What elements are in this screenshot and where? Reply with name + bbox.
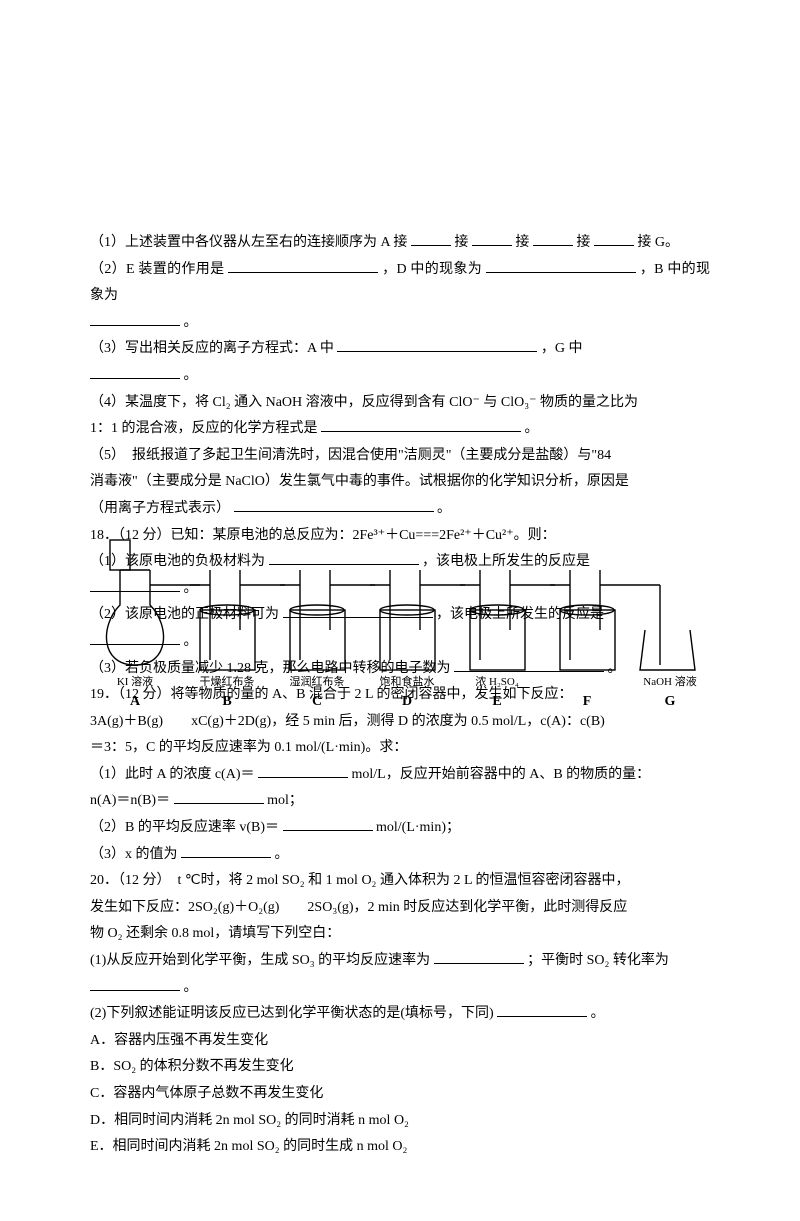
q5-line2: 消毒液"（主要成分是 NaClO）发生氯气中毒的事件。试根据你的化学知识分析，原… xyxy=(90,469,710,496)
q3-prefix: （3）写出相关反应的离子方程式：A 中 xyxy=(90,341,334,356)
p19-s2: （2）B 的平均反应速率 v(B)＝ mol/(L·min)； xyxy=(90,815,710,842)
blank xyxy=(90,311,180,326)
p20-E: E．相同时间内消耗 2n mol SO₂ 的同时生成 n mol O₂ xyxy=(90,1134,710,1161)
blank xyxy=(434,949,524,964)
q3-line1: （3）写出相关反应的离子方程式：A 中 ，G 中 xyxy=(90,336,710,363)
q3-end: 。 xyxy=(184,368,198,383)
q2-prefix: （2）E 装置的作用是 xyxy=(90,262,224,277)
p20-D: D．相同时间内消耗 2n mol SO₂ 的同时消耗 n mol O₂ xyxy=(90,1108,710,1135)
blank xyxy=(283,816,373,831)
p20-A: A．容器内压强不再发生变化 xyxy=(90,1028,710,1055)
p18-s1end: 。 xyxy=(184,581,198,596)
blank xyxy=(234,497,434,512)
q3-line2: 。 xyxy=(90,363,710,390)
p20-l2: 发生如下反应：2SO₂(g)＋O₂(g) 2SO₃(g)，2 min 时反应达到… xyxy=(90,895,710,922)
p20-s2: (2)下列叙述能证明该反应已达到化学平衡状态的是(填标号，下同) 。 xyxy=(90,1001,710,1028)
blank xyxy=(533,231,573,246)
p18-s2b: ，该电极上所发生的反应是 xyxy=(436,607,604,622)
blank xyxy=(90,630,180,645)
p18-head: 18．（12 分）已知：某原电池的总反应为：2Fe³⁺＋Cu===2Fe²⁺＋C… xyxy=(90,523,710,550)
p20-s1a: (1)从反应开始到化学平衡，生成 SO₃ 的平均反应速率为 xyxy=(90,953,430,968)
p19-s3: （3）x 的值为 。 xyxy=(90,842,710,869)
p20-l1: 20．（12 分） t ℃时，将 2 mol SO₂ 和 1 mol O₂ 通入… xyxy=(90,868,710,895)
q4-line1: （4）某温度下，将 Cl₂ 通入 NaOH 溶液中，反应得到含有 ClO⁻ 与 … xyxy=(90,390,710,417)
blank xyxy=(228,258,378,273)
q5-line1: （5） 报纸报道了多起卫生间清洗时，因混合使用"洁厕灵"（主要成分是盐酸）与"8… xyxy=(90,443,710,470)
blank xyxy=(337,337,537,352)
blank xyxy=(90,364,180,379)
p20-s2a: (2)下列叙述能证明该反应已达到化学平衡状态的是(填标号，下同) xyxy=(90,1006,494,1021)
p20-C: C．容器内气体原子总数不再发生变化 xyxy=(90,1081,710,1108)
q5-end: 。 xyxy=(437,501,451,516)
blank xyxy=(321,417,521,432)
q4-l2a: 1：1 的混合液，反应的化学方程式是 xyxy=(90,421,318,436)
blank xyxy=(454,657,604,672)
blank xyxy=(497,1002,587,1017)
q1-j3: 接 xyxy=(576,235,590,250)
p18-s3end: 。 xyxy=(608,661,622,676)
p20-s1-line2: 。 xyxy=(90,975,710,1002)
p19-l2: 3A(g)＋B(g) xC(g)＋2D(g)，经 5 min 后，测得 D 的浓… xyxy=(90,709,710,736)
p19-s1-line1: （1）此时 A 的浓度 c(A)＝ mol/L，反应开始前容器中的 A、B 的物… xyxy=(90,762,710,789)
q1-line: （1）上述装置中各仪器从左至右的连接顺序为 A 接 接 接 接 接 G。 xyxy=(90,230,710,257)
document-page: （1）上述装置中各仪器从左至右的连接顺序为 A 接 接 接 接 接 G。 （2）… xyxy=(0,0,800,1221)
q4-l1: （4）某温度下，将 Cl₂ 通入 NaOH 溶液中，反应得到含有 ClO⁻ 与 … xyxy=(90,395,638,410)
q4-line2: 1：1 的混合液，反应的化学方程式是 。 xyxy=(90,416,710,443)
p19-l3: ＝3：5，C 的平均反应速率为 0.1 mol/(L·min)。求： xyxy=(90,735,710,762)
q5-line3: （用离子方程式表示） 。 xyxy=(90,496,710,523)
q1-prefix: （1）上述装置中各仪器从左至右的连接顺序为 A 接 xyxy=(90,235,407,250)
p18-s1end-line: 。 xyxy=(90,576,710,603)
p19-s3b: 。 xyxy=(275,847,289,862)
p18-s1a: （1）该原电池的负极材料为 xyxy=(90,554,265,569)
p18-s2end: 。 xyxy=(184,634,198,649)
blank xyxy=(181,843,271,858)
p19-s2b: mol/(L·min)； xyxy=(376,820,460,835)
p18-s2a: （2）该原电池的正极材料可为 xyxy=(90,607,279,622)
p19-s2a: （2）B 的平均反应速率 v(B)＝ xyxy=(90,820,279,835)
blank xyxy=(174,789,264,804)
q3-mid: ，G 中 xyxy=(541,341,583,356)
q5-l3: （用离子方程式表示） xyxy=(90,501,230,516)
p19-s1d: mol； xyxy=(267,793,303,808)
p19-l1: 19．（12 分）将等物质的量的 A、B 混合于 2 L 的密闭容器中，发生如下… xyxy=(90,682,710,709)
blank xyxy=(594,231,634,246)
blank xyxy=(411,231,451,246)
q5-l2: 消毒液"（主要成分是 NaClO）发生氯气中毒的事件。试根据你的化学知识分析，原… xyxy=(90,474,629,489)
q2-end: 。 xyxy=(184,315,198,330)
p19-s1b: mol/L，反应开始前容器中的 A、B 的物质的量： xyxy=(352,767,651,782)
p20-s1b: ；平衡时 SO₂ 转化率为 xyxy=(527,953,669,968)
q4-end: 。 xyxy=(525,421,539,436)
q2-mid: ，D 中的现象为 xyxy=(382,262,482,277)
p19-s3a: （3）x 的值为 xyxy=(90,847,178,862)
p20-B: B．SO₂ 的体积分数不再发生变化 xyxy=(90,1054,710,1081)
blank xyxy=(258,763,348,778)
p20-s2end: 。 xyxy=(591,1006,605,1021)
p19-s1a: （1）此时 A 的浓度 c(A)＝ xyxy=(90,767,255,782)
p19-s1c: n(A)＝n(B)＝ xyxy=(90,793,170,808)
blank xyxy=(269,550,419,565)
p18-s1b: ，该电极上所发生的反应是 xyxy=(422,554,590,569)
q1-j2: 接 xyxy=(515,235,529,250)
p18-s3: （3）若负极质量减少 1.28 克，那么电路中转移的电子数为 。 xyxy=(90,656,710,683)
blank xyxy=(90,976,180,991)
q2-line1: （2）E 装置的作用是 ，D 中的现象为 ，B 中的现象为 xyxy=(90,257,710,310)
blank xyxy=(486,258,636,273)
p18-s3a: （3）若负极质量减少 1.28 克，那么电路中转移的电子数为 xyxy=(90,661,451,676)
p19-s1-line2: n(A)＝n(B)＝ mol； xyxy=(90,788,710,815)
q2-line2: 。 xyxy=(90,310,710,337)
q1-j4: 接 G。 xyxy=(637,235,679,250)
q5-l1: （5） 报纸报道了多起卫生间清洗时，因混合使用"洁厕灵"（主要成分是盐酸）与"8… xyxy=(90,448,611,463)
p20-s1-line1: (1)从反应开始到化学平衡，生成 SO₃ 的平均反应速率为 ；平衡时 SO₂ 转… xyxy=(90,948,710,975)
p18-s2end-line: 。 xyxy=(90,629,710,656)
blank xyxy=(472,231,512,246)
p18-s1: （1）该原电池的负极材料为 ，该电极上所发生的反应是 xyxy=(90,549,710,576)
q1-j1: 接 xyxy=(454,235,468,250)
blank xyxy=(283,603,433,618)
p20-s1c: 。 xyxy=(184,980,198,995)
p20-l3: 物 O₂ 还剩余 0.8 mol，请填写下列空白： xyxy=(90,921,710,948)
blank xyxy=(90,577,180,592)
p18-s2: （2）该原电池的正极材料可为 ，该电极上所发生的反应是 xyxy=(90,602,710,629)
